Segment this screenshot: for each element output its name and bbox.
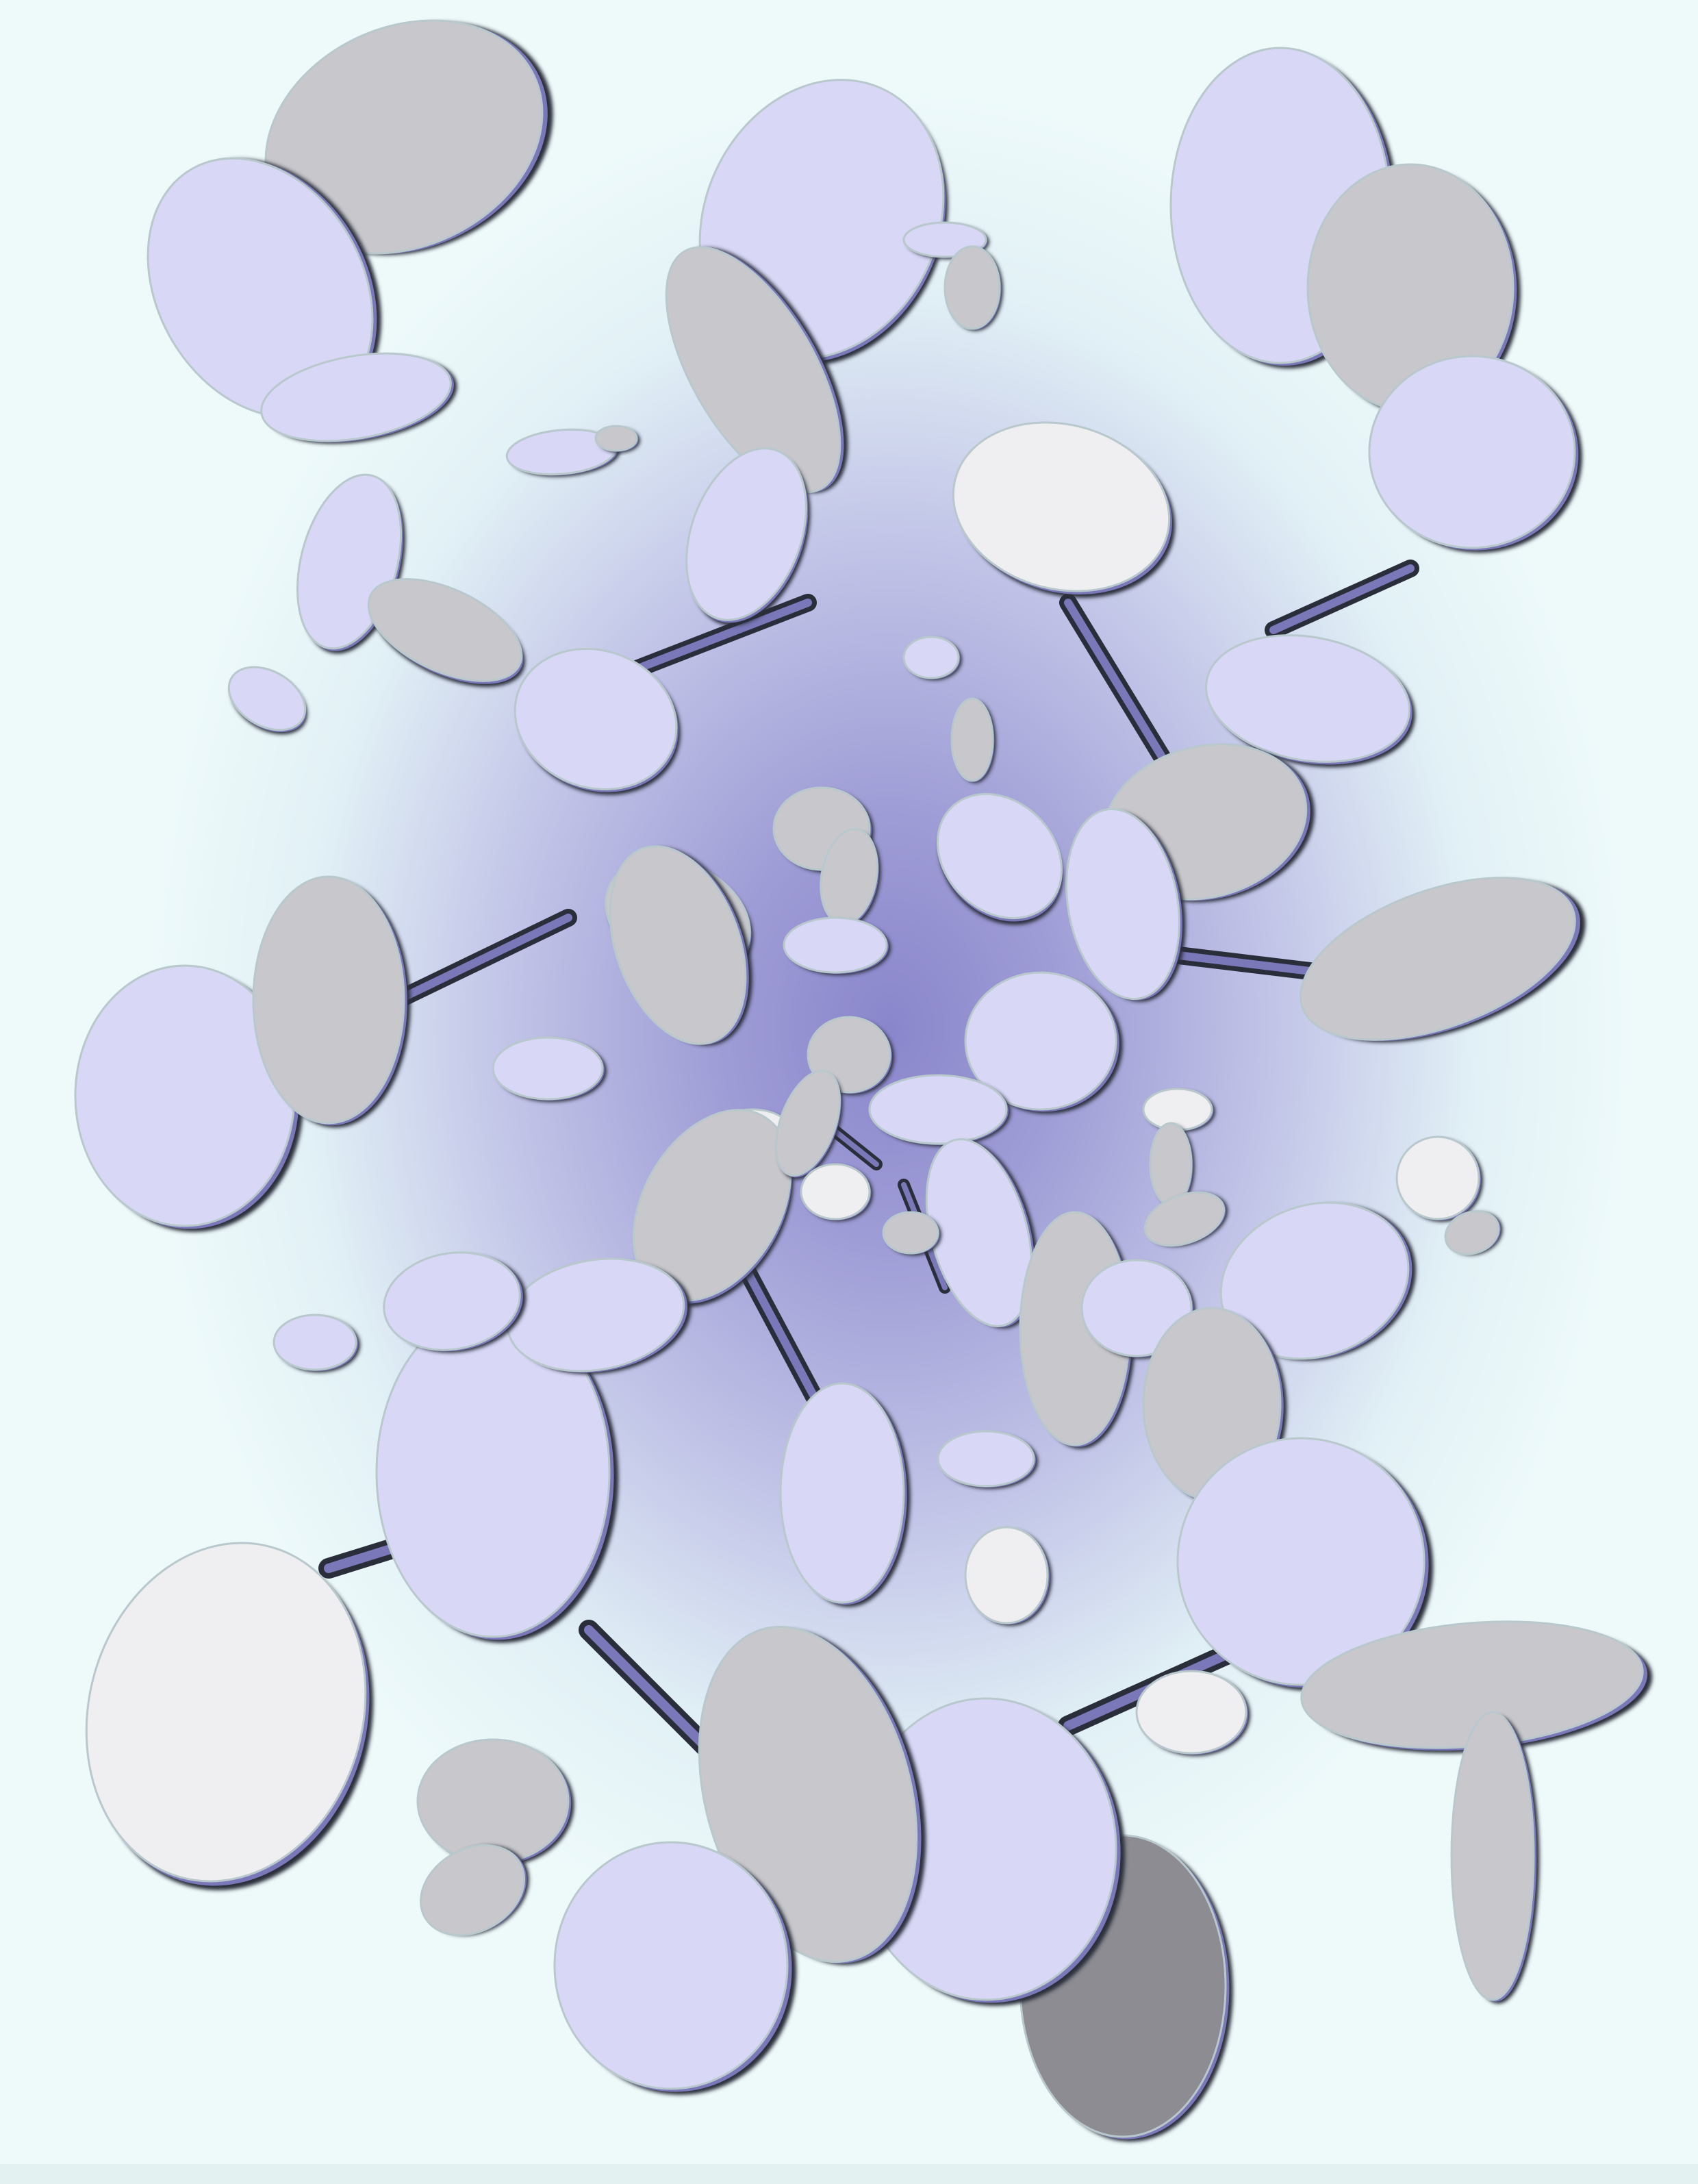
floating-disc bbox=[420, 1844, 529, 1937]
floating-disc bbox=[937, 1430, 1038, 1489]
floating-disc bbox=[147, 157, 381, 418]
floating-disc bbox=[1176, 1437, 1434, 1691]
floating-disc bbox=[1450, 1711, 1540, 2004]
floating-disc bbox=[1395, 1135, 1483, 1222]
floating-disc bbox=[260, 352, 457, 444]
floating-disc bbox=[1306, 163, 1521, 416]
floating-disc bbox=[779, 1382, 911, 1607]
floating-disc bbox=[383, 1251, 527, 1353]
floating-disc bbox=[505, 428, 621, 477]
floating-disc bbox=[902, 636, 962, 681]
floating-disc bbox=[1204, 634, 1415, 768]
floating-disc bbox=[1143, 1191, 1228, 1247]
floating-disc bbox=[1368, 355, 1582, 553]
floating-disc bbox=[783, 916, 891, 975]
floating-disc bbox=[820, 828, 881, 928]
floating-disc bbox=[553, 1841, 797, 2095]
floating-disc bbox=[1300, 877, 1586, 1043]
floating-disc bbox=[609, 845, 752, 1046]
floating-disc bbox=[1219, 1201, 1417, 1361]
connector-rod bbox=[1269, 564, 1415, 634]
floating-disc bbox=[1149, 1122, 1195, 1208]
floating-disc bbox=[594, 425, 640, 453]
connector-rod bbox=[1064, 599, 1168, 764]
floating-disc bbox=[665, 246, 848, 494]
bottom-strip bbox=[0, 2164, 1698, 2184]
floating-disc bbox=[775, 1070, 843, 1180]
floating-disc bbox=[964, 1526, 1052, 1626]
floating-disc bbox=[227, 666, 307, 735]
floating-disc bbox=[85, 1542, 374, 1890]
connector-rod bbox=[584, 1625, 717, 1758]
floating-disc bbox=[74, 964, 304, 1232]
floating-disc bbox=[925, 1138, 1039, 1329]
floating-disc bbox=[1300, 1620, 1653, 1753]
floating-disc bbox=[375, 1307, 619, 1643]
floating-disc bbox=[936, 792, 1063, 925]
floating-disc bbox=[800, 1163, 873, 1222]
floating-disc bbox=[252, 875, 411, 1128]
floating-disc bbox=[868, 1074, 1011, 1146]
floating-disc bbox=[952, 421, 1176, 598]
floating-disc bbox=[1444, 1210, 1503, 1255]
floating-disc bbox=[416, 1738, 574, 1867]
floating-disc bbox=[367, 578, 525, 687]
floating-disc bbox=[514, 647, 681, 795]
floating-disc bbox=[943, 245, 1003, 331]
floating-disc bbox=[964, 971, 1123, 1114]
floating-disc bbox=[882, 1211, 941, 1256]
floating-disc bbox=[685, 447, 811, 626]
floating-disc bbox=[264, 19, 553, 255]
floating-disc bbox=[950, 697, 996, 783]
floating-disc bbox=[506, 1257, 692, 1375]
floating-disc bbox=[1135, 1670, 1250, 1756]
floating-disc bbox=[273, 1314, 360, 1372]
floating-disc bbox=[698, 1625, 926, 1966]
floating-disc bbox=[772, 786, 874, 873]
floating-disc bbox=[1142, 1088, 1215, 1133]
floating-disc bbox=[632, 1109, 794, 1307]
floating-disc bbox=[854, 1697, 1126, 2006]
floating-disc bbox=[492, 1036, 607, 1102]
floating-disc bbox=[1065, 807, 1186, 1002]
